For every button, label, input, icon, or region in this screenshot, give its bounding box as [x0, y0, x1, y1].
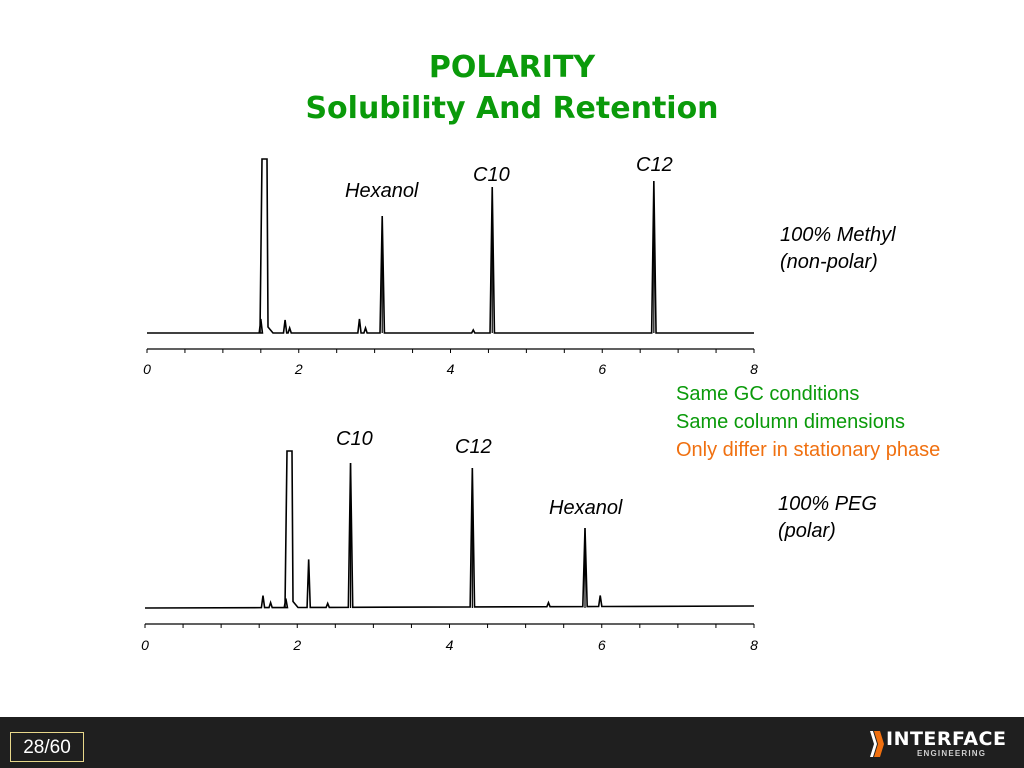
page-number: 28/60 — [10, 732, 84, 762]
logo-text: INTERFACE — [886, 728, 1007, 750]
logo-subtext: ENGINEERING — [917, 749, 987, 758]
phase-label-top-line2: (non-polar) — [780, 251, 878, 273]
interface-engineering-logo: INTERFACE ENGINEERING — [870, 726, 1006, 762]
x-tick-label-6-chart-2: 6 — [598, 637, 606, 653]
note-stationary-phase: Only differ in stationary phase — [676, 439, 941, 461]
chromatogram-trace-2 — [144, 450, 755, 609]
peak-label-c10-chart-2: C10 — [336, 428, 373, 450]
x-tick-label-0-chart-2: 0 — [141, 637, 149, 653]
phase-label-top-line1: 100% Methyl — [780, 224, 896, 246]
x-tick-label-8-chart-2: 8 — [750, 637, 758, 653]
chromatogram-charts: Hexanol C10 C12 0 2 4 6 8 C10 C12 Hexanol 0 2 4 6 8 — [141, 154, 758, 653]
x-tick-label-4-chart-1: 4 — [447, 361, 455, 377]
logo-mark-icon — [870, 731, 884, 757]
phase-label-bottom: 100% PEG (polar) — [778, 491, 877, 545]
x-tick-label-0-chart-1: 0 — [143, 361, 151, 377]
phase-label-bottom-line1: 100% PEG — [778, 493, 877, 515]
phase-label-top: 100% Methyl (non-polar) — [780, 222, 896, 276]
peak-label-hexanol-chart-1: Hexanol — [345, 180, 419, 202]
peak-label-c10-chart-1: C10 — [473, 164, 510, 186]
peak-label-c12-chart-1: C12 — [636, 154, 673, 176]
phase-label-bottom-line2: (polar) — [778, 520, 836, 542]
x-tick-label-2-chart-2: 2 — [292, 637, 301, 653]
peak-label-hexanol-chart-2: Hexanol — [549, 497, 623, 519]
x-tick-label-2-chart-1: 2 — [294, 361, 303, 377]
footer-bar — [0, 717, 1024, 768]
slide-title: POLARITY — [428, 50, 596, 85]
x-tick-label-6-chart-1: 6 — [598, 361, 606, 377]
slide-subtitle: Solubility And Retention — [305, 91, 719, 126]
peak-label-c12-chart-2: C12 — [455, 436, 492, 458]
x-tick-label-8-chart-1: 8 — [750, 361, 758, 377]
note-column-dimensions: Same column dimensions — [676, 411, 905, 433]
chromatogram-trace-1 — [147, 158, 754, 334]
x-tick-label-4-chart-2: 4 — [446, 637, 454, 653]
note-gc-conditions: Same GC conditions — [676, 383, 860, 405]
